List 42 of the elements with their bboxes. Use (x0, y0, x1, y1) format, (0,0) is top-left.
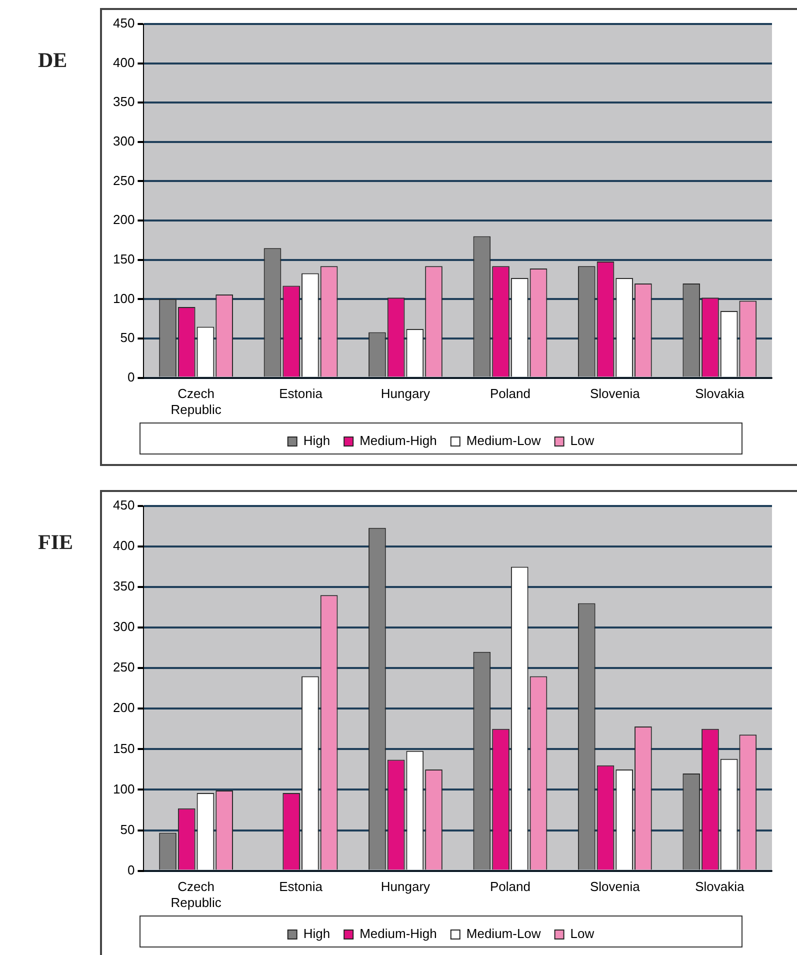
y-tick-label: 450 (112, 16, 135, 31)
x-tick-label: Poland (490, 386, 530, 402)
y-tick-label: 450 (112, 498, 135, 513)
x-tick-label: Slovenia (590, 386, 641, 402)
text: FIE (38, 530, 74, 555)
legend-label: Medium-High (360, 926, 437, 942)
x-tick-label: Poland (490, 879, 530, 894)
legend-label: High (303, 433, 330, 448)
legend-label: Medium-Low (466, 926, 542, 942)
y-tick-label: 350 (112, 578, 135, 594)
legend-label: Low (570, 926, 595, 942)
y-tick-label: 0 (127, 369, 135, 384)
x-tick-label: Czech Republic (170, 386, 222, 417)
y-tick-label: 100 (112, 290, 135, 306)
y-tick-label: 250 (112, 172, 135, 188)
y-tick-label: 300 (112, 134, 135, 149)
y-tick-label: 400 (112, 538, 135, 554)
x-tick-label: Slovakia (695, 386, 745, 402)
x-tick-label: Estonia (279, 879, 324, 894)
y-tick-label: 400 (112, 54, 135, 70)
x-tick-label: Hungary (380, 879, 431, 894)
y-tick-label: 300 (112, 619, 135, 634)
x-tick-label: Hungary (380, 386, 431, 402)
y-tick-label: 350 (112, 94, 135, 110)
y-tick-label: 200 (112, 212, 135, 228)
y-tick-label: 150 (112, 251, 135, 266)
legend-label: Medium-High (360, 433, 437, 448)
legend-label: High (303, 926, 330, 942)
legend-label: Low (570, 433, 595, 448)
y-tick-label: 250 (112, 660, 135, 675)
y-tick-label: 50 (120, 822, 135, 837)
y-tick-label: 150 (112, 740, 135, 756)
y-tick-label: 50 (120, 330, 135, 346)
x-tick-label: Slovenia (590, 879, 641, 894)
y-tick-label: 0 (127, 862, 135, 878)
x-tick-label: Slovakia (695, 879, 745, 894)
x-tick-label: Czech Republic (170, 879, 222, 910)
y-tick-label: 200 (112, 700, 135, 716)
y-tick-label: 100 (112, 781, 135, 796)
text: DE (38, 48, 68, 73)
legend-label: Medium-Low (466, 433, 542, 448)
x-tick-label: Estonia (279, 386, 324, 402)
